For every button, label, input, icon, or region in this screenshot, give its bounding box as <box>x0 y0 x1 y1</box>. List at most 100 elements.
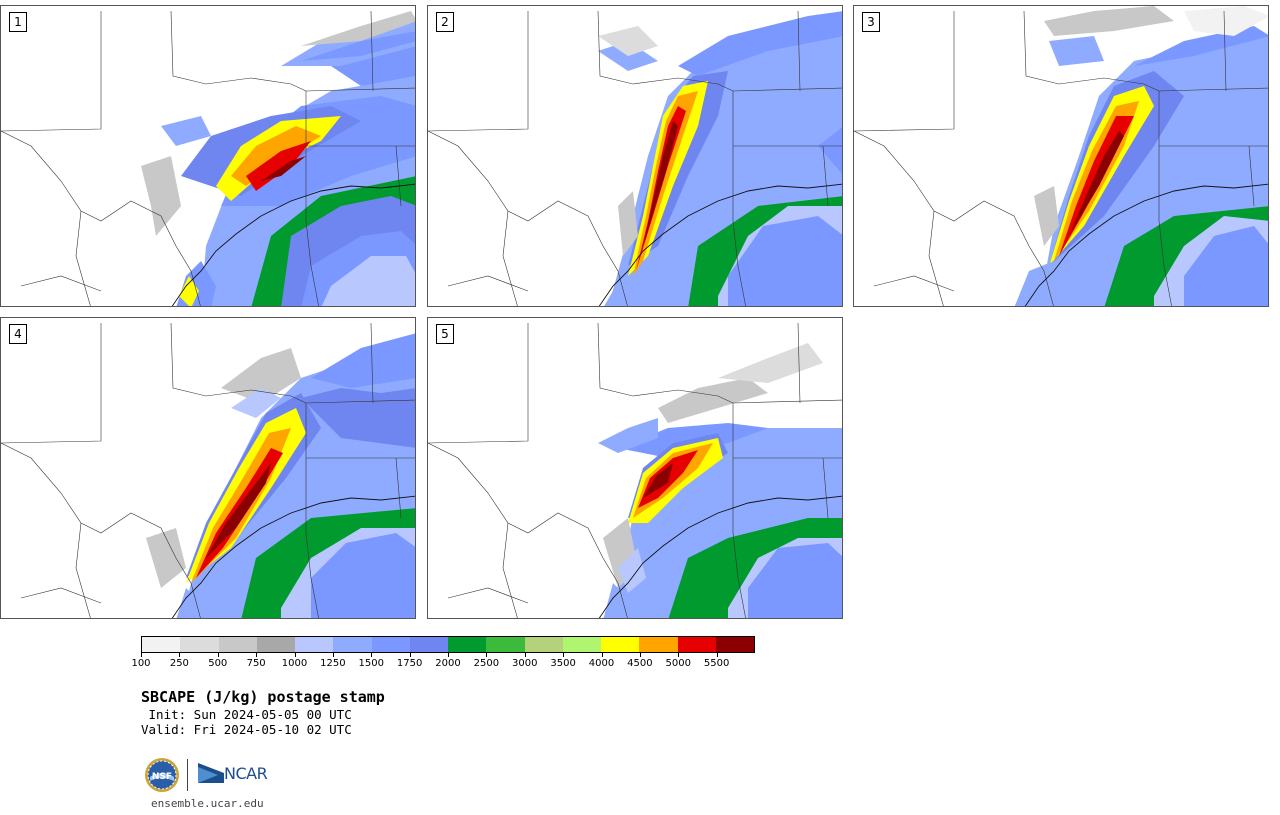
init-time: Init: Sun 2024-05-05 00 UTC <box>141 707 352 722</box>
state-border <box>395 457 402 519</box>
colorbar-swatch <box>562 637 601 652</box>
sbcape-contour <box>246 141 311 191</box>
colorbar-tick-label: 1250 <box>320 658 346 669</box>
sbcape-contour <box>301 31 415 61</box>
colorbar-swatch <box>409 637 448 652</box>
colorbar-tick <box>678 653 680 657</box>
colorbar-swatch <box>677 637 716 652</box>
colorbar-tick-label: 750 <box>246 658 266 669</box>
sbcape-contour <box>141 156 181 236</box>
colorbar-tick-label: 3000 <box>512 658 538 669</box>
state-border <box>20 587 102 604</box>
sbcape-contour <box>748 543 842 618</box>
ncar-logo-text: NCAR <box>224 764 268 783</box>
sbcape-map-1 <box>1 6 415 306</box>
colorbar-tick <box>294 653 296 657</box>
forecast-panel-2[interactable]: 2 <box>427 5 843 307</box>
colorbar-swatch <box>448 637 487 652</box>
colorbar-tick <box>448 653 449 657</box>
state-border <box>1 323 102 444</box>
state-border <box>1 130 201 306</box>
colorbar-labels: 100 250 500 750 1000 1250 1500 1750 2000 2500 3000… <box>131 653 755 673</box>
sbcape-contour <box>146 528 186 588</box>
sbcape-contour <box>231 388 281 418</box>
state-border <box>822 145 829 207</box>
state-border <box>854 130 1054 306</box>
logo-divider <box>187 759 188 791</box>
colorbar-tick-label: 1000 <box>281 658 308 669</box>
coastline <box>171 495 415 618</box>
state-border <box>797 10 801 92</box>
colorbar-tick-label: 4000 <box>588 658 615 669</box>
sbcape-contour <box>618 191 638 256</box>
state-border <box>428 11 529 132</box>
sbcape-contour <box>1034 186 1059 246</box>
sbcape-contour <box>301 11 415 46</box>
colorbar-swatch <box>371 637 410 652</box>
colorbar-tick <box>179 653 181 657</box>
forecast-panel-1[interactable]: 1 <box>0 5 416 307</box>
colorbar-swatch <box>486 637 525 652</box>
panel-number-label: 4 <box>9 324 27 344</box>
state-border <box>305 403 319 618</box>
sbcape-contour <box>1069 131 1124 236</box>
colorbar-tick <box>409 653 411 657</box>
sbcape-contour <box>728 216 842 306</box>
colorbar-tick-label: 5000 <box>665 658 691 669</box>
sbcape-contour <box>598 26 658 56</box>
colorbar-tick-label: 5500 <box>703 658 730 669</box>
colorbar-swatch <box>333 637 372 652</box>
state-border <box>305 87 415 92</box>
state-border <box>395 145 402 207</box>
state-border <box>428 442 628 618</box>
sbcape-contour <box>179 276 199 306</box>
coastline <box>1024 183 1268 306</box>
colorbar-tick-label: 3500 <box>550 658 576 669</box>
forecast-panel-3[interactable]: 3 <box>853 5 1269 307</box>
state-border <box>928 210 944 306</box>
sbcape-contour <box>618 548 646 593</box>
sbcape-contour <box>161 116 211 146</box>
sbcape-contour <box>301 388 415 448</box>
state-border <box>502 210 518 306</box>
panel-number-label: 3 <box>862 12 880 32</box>
sbcape-contour <box>1044 6 1174 36</box>
colorbar-tick <box>141 653 142 657</box>
forecast-panel-5[interactable]: 5 <box>427 317 843 619</box>
sbcape-contour <box>311 533 415 618</box>
colorbar-swatch <box>180 637 219 652</box>
coastline <box>598 495 842 618</box>
state-border <box>873 275 955 292</box>
sbcape-contour <box>261 156 306 181</box>
colorbar-tick-label: 500 <box>208 658 228 669</box>
colorbar-swatch <box>715 637 754 652</box>
state-border <box>305 399 415 404</box>
sbcape-contour <box>678 11 842 76</box>
colorbar-tick-label: 100 <box>131 658 151 669</box>
sbcape-contour <box>311 333 415 388</box>
sbcape-contour <box>658 378 768 423</box>
colorbar-tick-label: 2500 <box>473 658 500 669</box>
colorbar-swatch <box>142 637 181 652</box>
state-border <box>447 587 529 604</box>
sbcape-contour <box>331 41 415 86</box>
state-border <box>797 322 801 404</box>
colorbar-swatch <box>601 637 640 652</box>
state-border <box>732 91 746 306</box>
state-border <box>447 275 529 292</box>
sponsor-logos: NSF NCAR <box>144 757 274 793</box>
colorbar-tick <box>601 653 603 657</box>
state-border <box>75 522 91 618</box>
sbcape-contour <box>1184 6 1268 36</box>
panel-number-label: 2 <box>436 12 454 32</box>
state-border <box>822 457 829 519</box>
plot-title: SBCAPE (J/kg) postage stamp <box>141 688 385 706</box>
state-border <box>732 399 842 404</box>
state-border <box>1158 87 1268 92</box>
colorbar-swatch <box>256 637 295 652</box>
sbcape-contour <box>321 256 415 306</box>
colorbar-tick-label: 1750 <box>396 658 423 669</box>
sbcape-contour <box>176 588 201 618</box>
colorbar-tick <box>217 653 219 657</box>
forecast-panel-4[interactable]: 4 <box>0 317 416 619</box>
